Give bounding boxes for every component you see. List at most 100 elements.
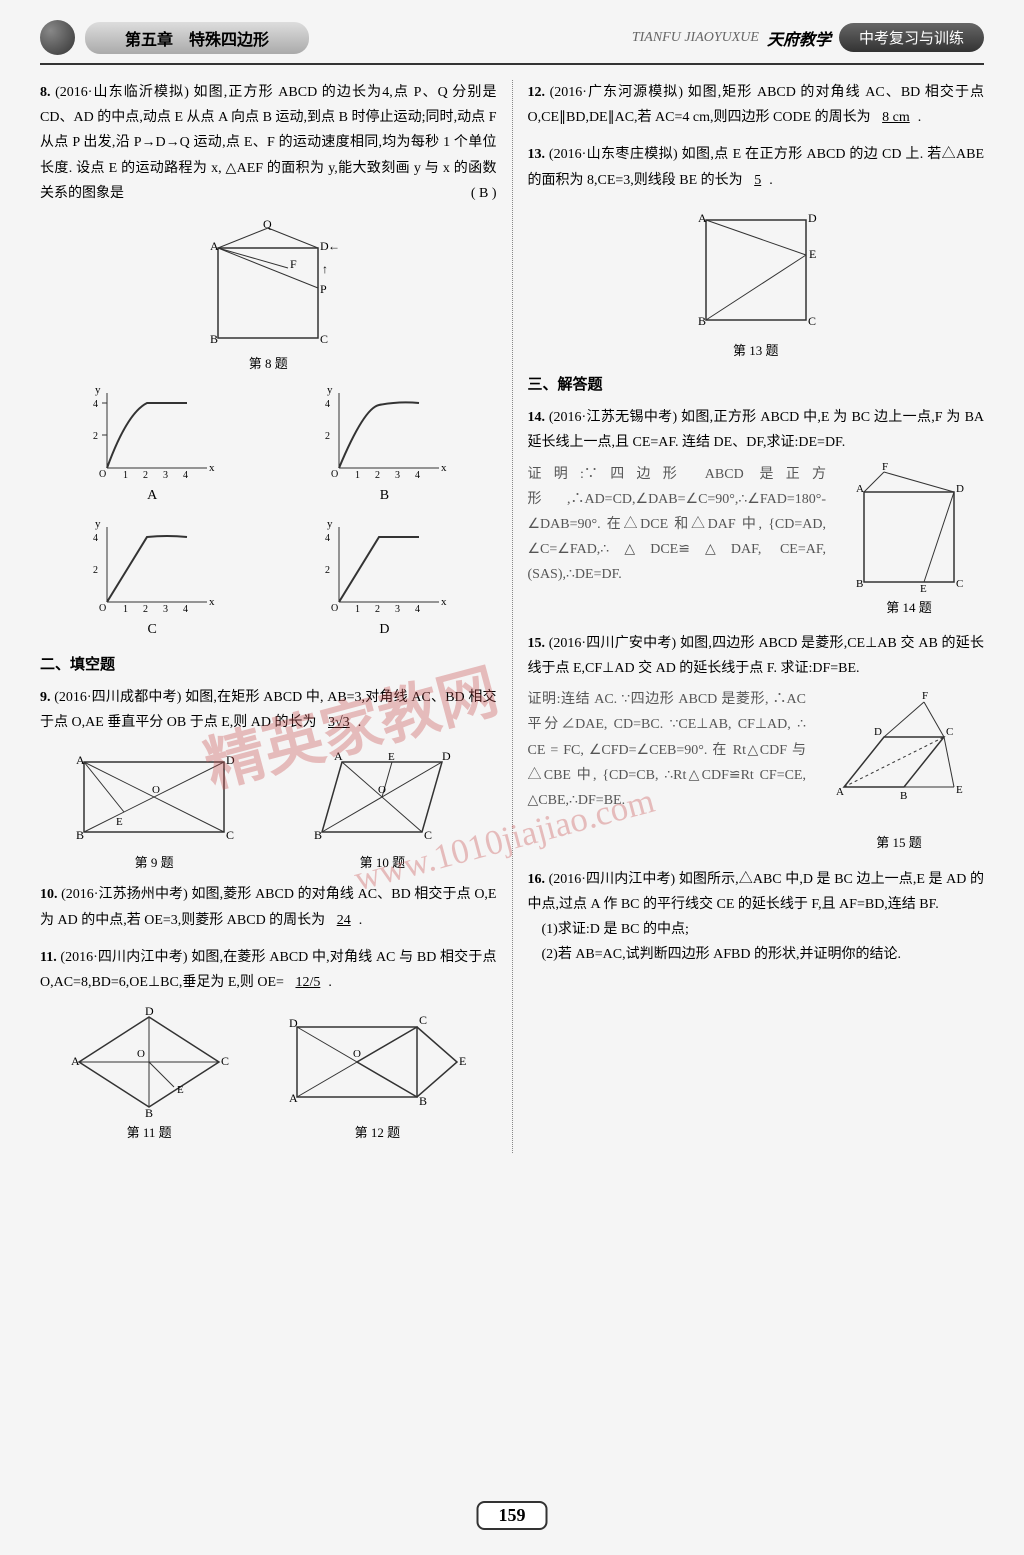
svg-text:x: x bbox=[441, 596, 447, 608]
svg-text:B: B bbox=[900, 790, 907, 802]
problem-13: 13. (2016·山东枣庄模拟) 如图,点 E 在正方形 ABCD 的边 CD… bbox=[528, 142, 985, 192]
problem-number: 12. bbox=[528, 85, 546, 100]
problem-answer: 5 bbox=[746, 173, 769, 188]
svg-text:O: O bbox=[99, 469, 106, 480]
figure-8: A B C D Q F P ← ↑ 第 8 题 bbox=[40, 218, 497, 375]
svg-text:C: C bbox=[226, 828, 234, 842]
problem-10: 10. (2016·江苏扬州中考) 如图,菱形 ABCD 的对角线 AC、BD … bbox=[40, 882, 497, 932]
svg-text:D: D bbox=[442, 749, 451, 763]
svg-text:O: O bbox=[152, 784, 160, 796]
chapter-title: 第五章 特殊四边形 bbox=[85, 22, 309, 54]
svg-text:4: 4 bbox=[93, 533, 98, 544]
problem-source: (2016·江苏无锡中考) bbox=[549, 410, 677, 425]
svg-text:x: x bbox=[209, 462, 215, 474]
svg-text:C: C bbox=[320, 332, 328, 346]
svg-text:A: A bbox=[698, 211, 707, 225]
problem-answer: 24 bbox=[329, 913, 359, 928]
option-label: D bbox=[272, 617, 496, 642]
svg-text:D: D bbox=[956, 483, 964, 495]
svg-text:↑: ↑ bbox=[322, 262, 328, 276]
sub-question-2: (2)若 AB=AC,试判断四边形 AFBD 的形状,并证明你的结论. bbox=[542, 942, 985, 967]
svg-text:F: F bbox=[882, 462, 888, 473]
square-diagram: A B C D Q F P ← ↑ bbox=[188, 218, 348, 348]
svg-text:4: 4 bbox=[415, 604, 420, 615]
svg-text:2: 2 bbox=[93, 431, 98, 442]
svg-text:A: A bbox=[856, 483, 864, 495]
problem-8: 8. (2016·山东临沂模拟) 如图,正方形 ABCD 的边长为4,点 P、Q… bbox=[40, 80, 497, 206]
figure-label: 第 12 题 bbox=[277, 1121, 477, 1144]
svg-text:1: 1 bbox=[123, 604, 128, 615]
figures-9-10: A D B C O E 第 9 题 A D B C bbox=[40, 747, 497, 874]
section-solve: 三、解答题 bbox=[528, 372, 985, 399]
svg-text:O: O bbox=[137, 1048, 145, 1060]
svg-text:A: A bbox=[836, 786, 844, 798]
figure-13: A D B C E 第 13 题 bbox=[528, 205, 985, 362]
svg-text:2: 2 bbox=[375, 470, 380, 481]
option-label: C bbox=[40, 617, 264, 642]
svg-text:O: O bbox=[378, 784, 386, 796]
problem-number: 16. bbox=[528, 872, 546, 887]
svg-text:B: B bbox=[419, 1094, 427, 1108]
svg-text:E: E bbox=[956, 784, 963, 796]
figure-15: A B E C D F 第 15 题 bbox=[814, 687, 984, 854]
svg-text:C: C bbox=[419, 1013, 427, 1027]
problem-source: (2016·江苏扬州中考) bbox=[61, 887, 188, 902]
svg-text:D: D bbox=[289, 1016, 298, 1030]
option-label: B bbox=[272, 483, 496, 508]
proof-text: 证明:∵四边形 ABCD 是正方形,∴AD=CD,∠DAB=∠C=90°,∴∠F… bbox=[528, 462, 827, 619]
svg-text:E: E bbox=[459, 1054, 466, 1068]
svg-text:D: D bbox=[226, 753, 235, 767]
page-header: 第五章 特殊四边形 TIANFU JIAOYUXUE 天府教学 中考复习与训练 bbox=[40, 20, 984, 65]
figure-11: D A C B O E 第 11 题 bbox=[59, 1007, 239, 1144]
svg-text:E: E bbox=[809, 247, 816, 261]
svg-text:A: A bbox=[334, 749, 343, 763]
problem-source: (2016·四川内江中考) bbox=[549, 872, 676, 887]
figures-11-12: D A C B O E 第 11 题 D A B C bbox=[40, 1007, 497, 1144]
problem-number: 15. bbox=[528, 636, 546, 651]
problem-9: 9. (2016·四川成都中考) 如图,在矩形 ABCD 中, AB=3,对角线… bbox=[40, 685, 497, 735]
graph-c: 4 2 y x O 1 2 3 4 C bbox=[40, 517, 264, 642]
svg-text:3: 3 bbox=[395, 604, 400, 615]
problem-source: (2016·四川内江中考) bbox=[60, 950, 187, 965]
svg-text:B: B bbox=[76, 828, 84, 842]
svg-text:D: D bbox=[874, 726, 882, 738]
header-left: 第五章 特殊四边形 bbox=[40, 20, 309, 55]
problem-15: 15. (2016·四川广安中考) 如图,四边形 ABCD 是菱形,CE⊥AB … bbox=[528, 631, 985, 855]
right-column: 12. (2016·广东河源模拟) 如图,矩形 ABCD 的对角线 AC、BD … bbox=[528, 80, 985, 1153]
figure-label: 第 10 题 bbox=[292, 851, 472, 874]
column-divider bbox=[512, 80, 513, 1153]
option-graphs: 4 2 y x O 1 2 3 4 A 4 2 bbox=[40, 383, 497, 641]
svg-text:Q: Q bbox=[263, 218, 272, 231]
svg-text:3: 3 bbox=[163, 604, 168, 615]
svg-text:3: 3 bbox=[163, 470, 168, 481]
svg-text:A: A bbox=[289, 1091, 298, 1105]
header-right: TIANFU JIAOYUXUE 天府教学 中考复习与训练 bbox=[632, 23, 984, 52]
svg-text:B: B bbox=[145, 1106, 153, 1117]
sub-question-1: (1)求证:D 是 BC 的中点; bbox=[542, 917, 985, 942]
svg-text:2: 2 bbox=[143, 470, 148, 481]
svg-text:B: B bbox=[210, 332, 218, 346]
problem-number: 9. bbox=[40, 690, 51, 705]
svg-text:1: 1 bbox=[355, 470, 360, 481]
problem-source: (2016·四川成都中考) bbox=[54, 690, 181, 705]
problem-number: 10. bbox=[40, 887, 58, 902]
svg-text:C: C bbox=[424, 828, 432, 842]
graph-d: 4 2 y x O 1 2 3 4 D bbox=[272, 517, 496, 642]
graph-a: 4 2 y x O 1 2 3 4 A bbox=[40, 383, 264, 508]
svg-text:←: ← bbox=[328, 239, 340, 253]
problem-answer: ( B ) bbox=[471, 181, 497, 206]
figure-label: 第 14 题 bbox=[834, 596, 984, 619]
svg-text:P: P bbox=[320, 282, 327, 296]
review-title: 中考复习与训练 bbox=[839, 23, 984, 52]
svg-text:C: C bbox=[221, 1054, 229, 1068]
problem-answer: 12/5 bbox=[287, 975, 328, 990]
svg-text:A: A bbox=[71, 1054, 80, 1068]
svg-text:4: 4 bbox=[183, 604, 188, 615]
problem-source: (2016·山东枣庄模拟) bbox=[549, 147, 678, 162]
problem-source: (2016·广东河源模拟) bbox=[550, 85, 683, 100]
svg-text:4: 4 bbox=[325, 399, 330, 410]
svg-text:4: 4 bbox=[183, 470, 188, 481]
svg-text:2: 2 bbox=[325, 565, 330, 576]
figure-label: 第 8 题 bbox=[40, 352, 497, 375]
content-area: 8. (2016·山东临沂模拟) 如图,正方形 ABCD 的边长为4,点 P、Q… bbox=[40, 80, 984, 1153]
